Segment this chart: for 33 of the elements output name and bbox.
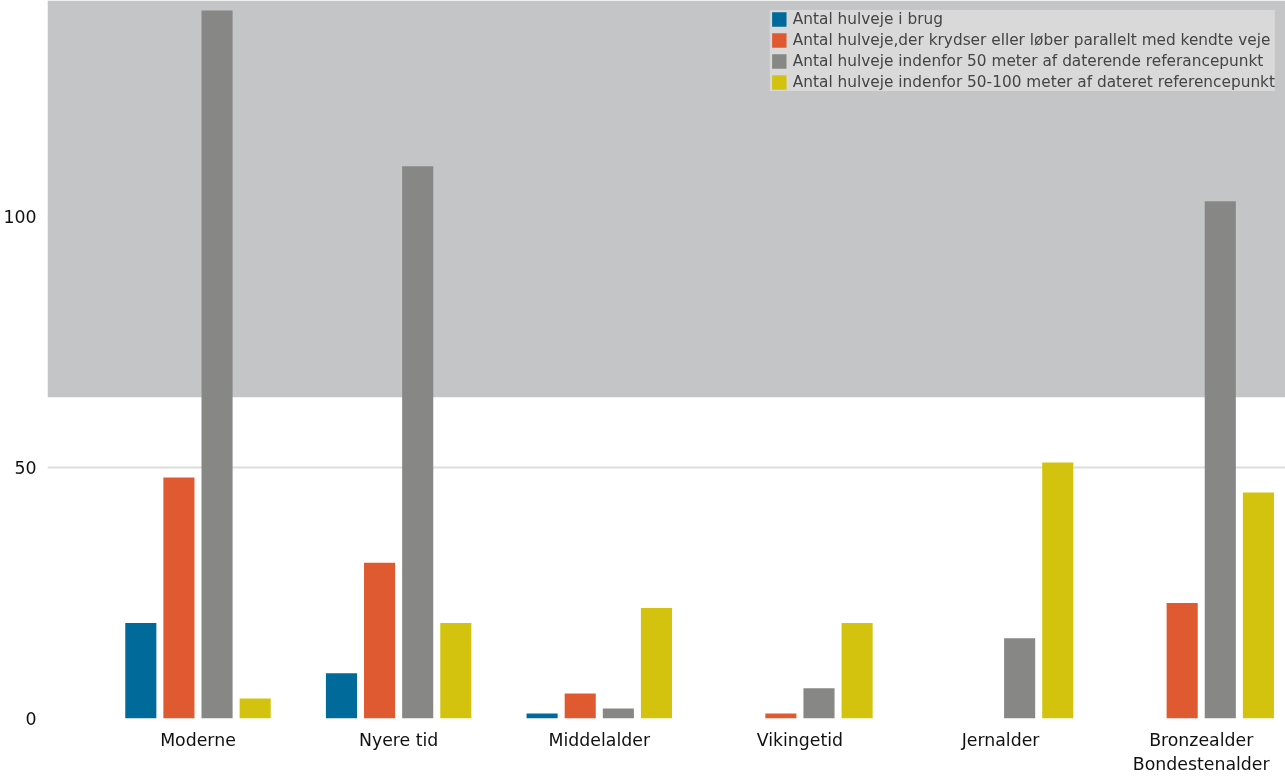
legend-label: Antal hulveje indenfor 50-100 meter af dateret referencepunkt bbox=[792, 73, 1275, 91]
y-tick-label: 100 bbox=[3, 206, 37, 227]
legend-label: Antal hulveje,der krydser eller løber parallelt med kendte veje bbox=[792, 31, 1271, 49]
bar bbox=[1004, 638, 1036, 719]
bar bbox=[325, 673, 357, 719]
x-tick-label: Jernalder bbox=[960, 729, 1041, 750]
bar bbox=[765, 713, 797, 719]
y-tick-label: 0 bbox=[25, 709, 37, 729]
bar bbox=[239, 698, 271, 719]
bar bbox=[526, 713, 558, 719]
bar bbox=[602, 708, 634, 719]
bar bbox=[841, 623, 873, 719]
x-tick-label: Moderne bbox=[160, 729, 236, 750]
legend-label: Antal hulveje i brug bbox=[792, 10, 943, 28]
bar bbox=[1242, 492, 1274, 719]
bar bbox=[1166, 603, 1198, 719]
bar bbox=[440, 623, 472, 719]
bar bbox=[640, 608, 673, 719]
bar bbox=[163, 477, 195, 719]
bar bbox=[1042, 462, 1074, 719]
y-tick-label: 50 bbox=[14, 457, 37, 478]
bar bbox=[803, 688, 835, 719]
legend-label: Antal hulveje indenfor 50 meter af daterende referancepunkt bbox=[792, 52, 1264, 70]
bar bbox=[402, 166, 434, 719]
bar bbox=[125, 623, 157, 719]
bar bbox=[1204, 201, 1236, 719]
bar bbox=[201, 10, 233, 719]
x-tick-label: Vikingetid bbox=[756, 729, 844, 750]
x-tick-label: Middelalder bbox=[548, 729, 651, 750]
x-tick-label: Nyere tid bbox=[358, 729, 439, 750]
x-tick-label: Bronzealder Bondestenalder bbox=[1132, 729, 1271, 774]
bar bbox=[564, 693, 596, 719]
bar bbox=[364, 562, 396, 719]
